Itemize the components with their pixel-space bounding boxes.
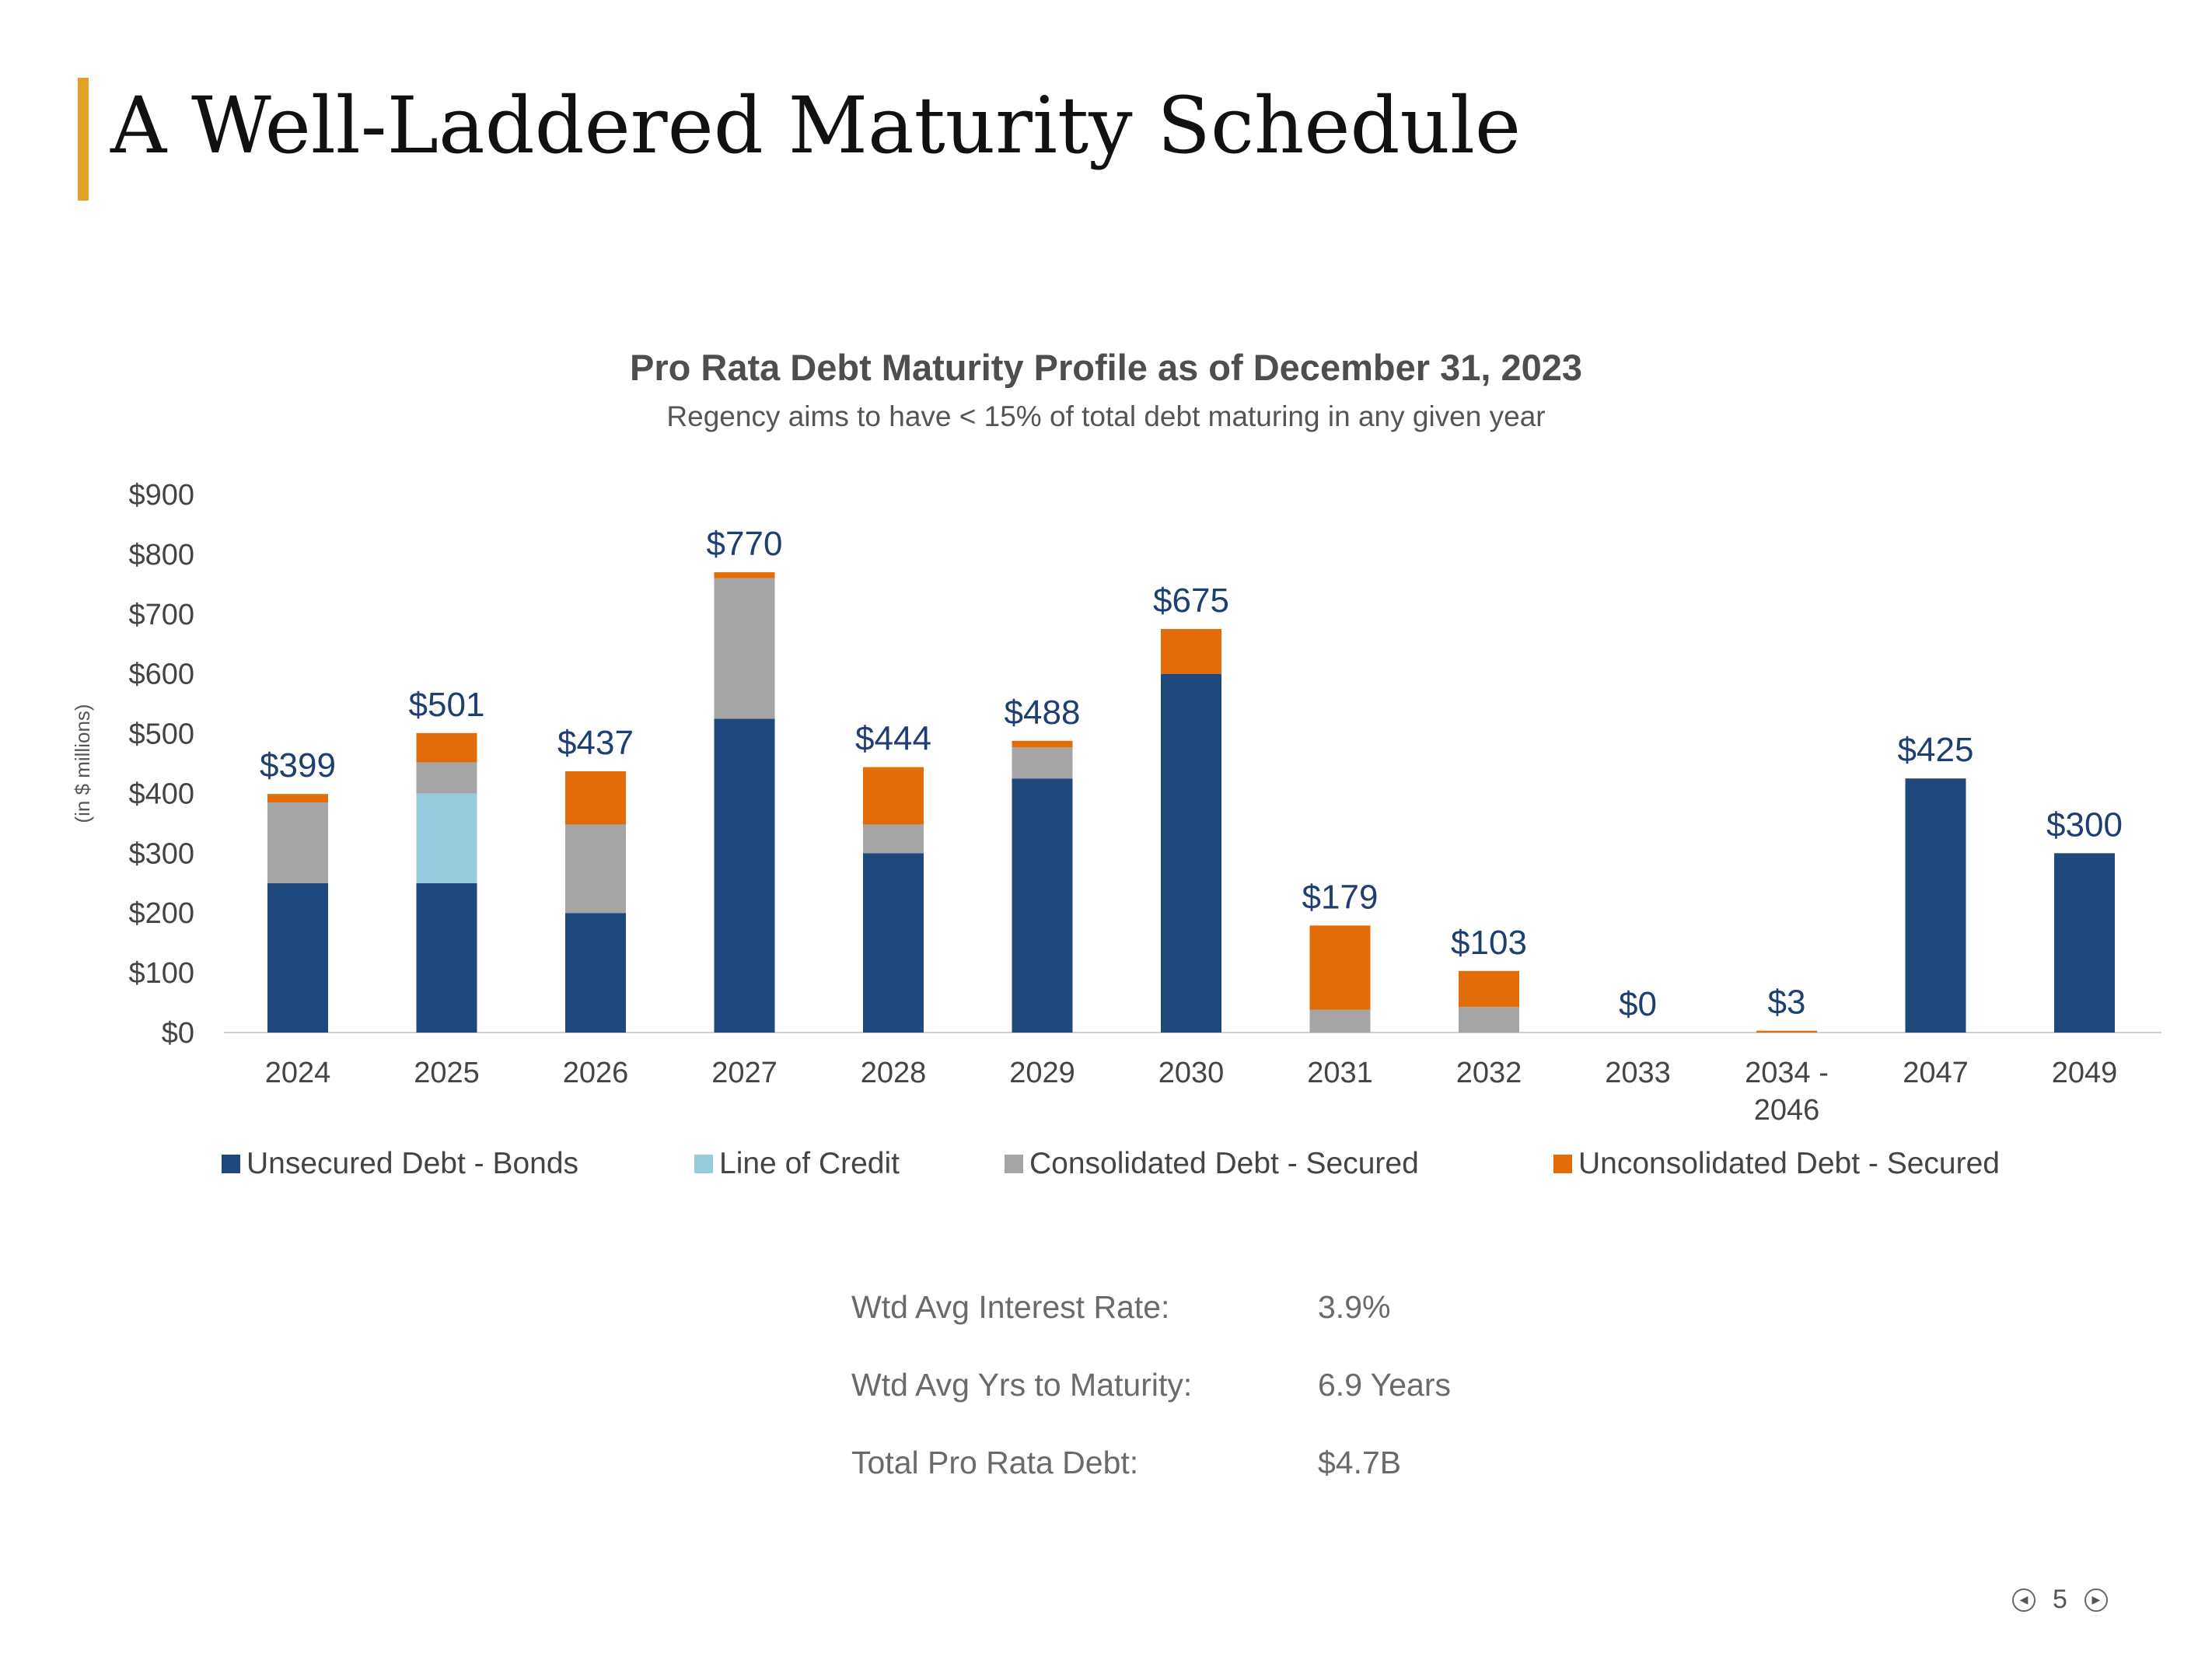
- x-tick-label: 2027: [711, 1057, 778, 1089]
- previous-slide-icon[interactable]: ◀: [2012, 1588, 2036, 1612]
- y-axis-label: (in $ millions): [71, 704, 94, 823]
- bar-segment: [714, 578, 775, 719]
- y-tick-label: $600: [128, 659, 194, 691]
- x-tick-label: 2047: [1903, 1057, 1969, 1089]
- bar-total-label: $675: [1153, 582, 1229, 620]
- bar-total-label: $444: [855, 720, 931, 758]
- bar-segment: [416, 762, 477, 794]
- bar-total-label: $501: [409, 686, 485, 724]
- legend-label: Line of Credit: [719, 1147, 900, 1180]
- bar-segment: [1756, 1030, 1817, 1033]
- legend-item: Line of Credit: [694, 1147, 900, 1181]
- bar-segment: [1459, 1006, 1519, 1033]
- stat-value: 6.9 Years: [1318, 1367, 1451, 1403]
- legend-swatch: [1005, 1155, 1023, 1173]
- stat-label: Total Pro Rata Debt:: [851, 1445, 1139, 1480]
- stat-value: 3.9%: [1318, 1289, 1391, 1325]
- bar-total-label: $425: [1898, 731, 1974, 769]
- x-tick-label: 2025: [414, 1057, 480, 1089]
- x-tick-label: 2031: [1307, 1057, 1373, 1089]
- bar-segment: [267, 882, 328, 1033]
- bar-total-label: $488: [1005, 694, 1081, 732]
- bar-segment: [863, 767, 924, 825]
- x-tick-label: 2032: [1456, 1057, 1522, 1089]
- legend-item: Unconsolidated Debt - Secured: [1553, 1147, 2000, 1181]
- bar-total-label: $770: [707, 525, 783, 563]
- bar-segment: [416, 732, 477, 763]
- bar-segment: [1309, 925, 1371, 1010]
- y-tick-label: $0: [162, 1017, 194, 1050]
- x-tick-label: 2030: [1158, 1057, 1225, 1089]
- x-tick-label: 2034 -2046: [1745, 1057, 1829, 1127]
- bar-total-label: $399: [260, 746, 336, 785]
- legend-label: Unconsolidated Debt - Secured: [1578, 1147, 2000, 1180]
- bar-total-label: $3: [1768, 984, 1806, 1022]
- chart-title: Pro Rata Debt Maturity Profile as of Dec…: [629, 347, 1583, 388]
- legend-label: Consolidated Debt - Secured: [1029, 1147, 1419, 1180]
- bar-segment: [714, 571, 775, 578]
- page-title: A Well-Laddered Maturity Schedule: [110, 80, 1522, 171]
- stat-label: Wtd Avg Interest Rate:: [851, 1289, 1170, 1325]
- bar-segment: [863, 853, 924, 1033]
- bar-segment: [1161, 629, 1221, 674]
- bar-total-label: $103: [1451, 924, 1527, 962]
- bar-segment: [1905, 778, 1966, 1033]
- x-tick-label: 2033: [1605, 1057, 1671, 1089]
- page-number: 5: [2053, 1585, 2067, 1614]
- legend-swatch: [1553, 1155, 1572, 1173]
- y-tick-label: $900: [128, 479, 194, 512]
- legend-label: Unsecured Debt - Bonds: [246, 1147, 579, 1180]
- legend-item: Consolidated Debt - Secured: [1005, 1147, 1419, 1181]
- bar-total-label: $179: [1302, 878, 1379, 916]
- y-tick-label: $200: [128, 897, 194, 930]
- x-tick-label: 2026: [563, 1057, 629, 1089]
- y-tick-label: $800: [128, 539, 194, 571]
- legend-item: Unsecured Debt - Bonds: [222, 1147, 578, 1181]
- x-tick-label: 2024: [265, 1057, 331, 1089]
- bar-total-label: $437: [557, 724, 634, 762]
- bar-total-label: $0: [1619, 985, 1657, 1023]
- bar-segment: [267, 794, 328, 802]
- slide-pager: ◀ 5 ▶: [2012, 1585, 2108, 1615]
- bar-segment: [2054, 853, 2115, 1033]
- chart-subtitle: Regency aims to have < 15% of total debt…: [666, 400, 1546, 432]
- x-tick-label: 2028: [861, 1057, 927, 1089]
- stat-value: $4.7B: [1318, 1445, 1402, 1480]
- y-tick-label: $300: [128, 837, 194, 870]
- y-tick-label: $400: [128, 778, 194, 810]
- bar-segment: [267, 802, 328, 883]
- bar-segment: [714, 718, 775, 1033]
- x-tick-label: 2029: [1009, 1057, 1075, 1089]
- next-slide-icon[interactable]: ▶: [2084, 1588, 2108, 1612]
- bar-segment: [1012, 740, 1073, 748]
- chart-legend: Unsecured Debt - Bonds Line of Credit Cons…: [0, 1147, 2212, 1193]
- stat-label: Wtd Avg Yrs to Maturity:: [851, 1367, 1193, 1403]
- bar-segment: [416, 882, 477, 1033]
- bar-segment: [1012, 747, 1073, 779]
- bar-segment: [1459, 970, 1519, 1007]
- legend-swatch: [694, 1155, 713, 1173]
- bar-segment: [565, 824, 626, 914]
- bar-segment: [565, 913, 626, 1033]
- bar-segment: [1012, 778, 1073, 1033]
- y-tick-label: $500: [128, 718, 194, 751]
- x-tick-label: 2049: [2052, 1057, 2118, 1089]
- legend-swatch: [222, 1155, 240, 1173]
- y-tick-label: $100: [128, 957, 194, 990]
- bar-total-label: $300: [2046, 806, 2123, 844]
- bar-segment: [416, 793, 477, 883]
- bar-segment: [565, 771, 626, 825]
- bar-segment: [1161, 673, 1221, 1033]
- bar-segment: [1309, 1009, 1371, 1033]
- title-accent-bar: [78, 78, 89, 201]
- bar-segment: [863, 824, 924, 854]
- y-tick-label: $700: [128, 599, 194, 631]
